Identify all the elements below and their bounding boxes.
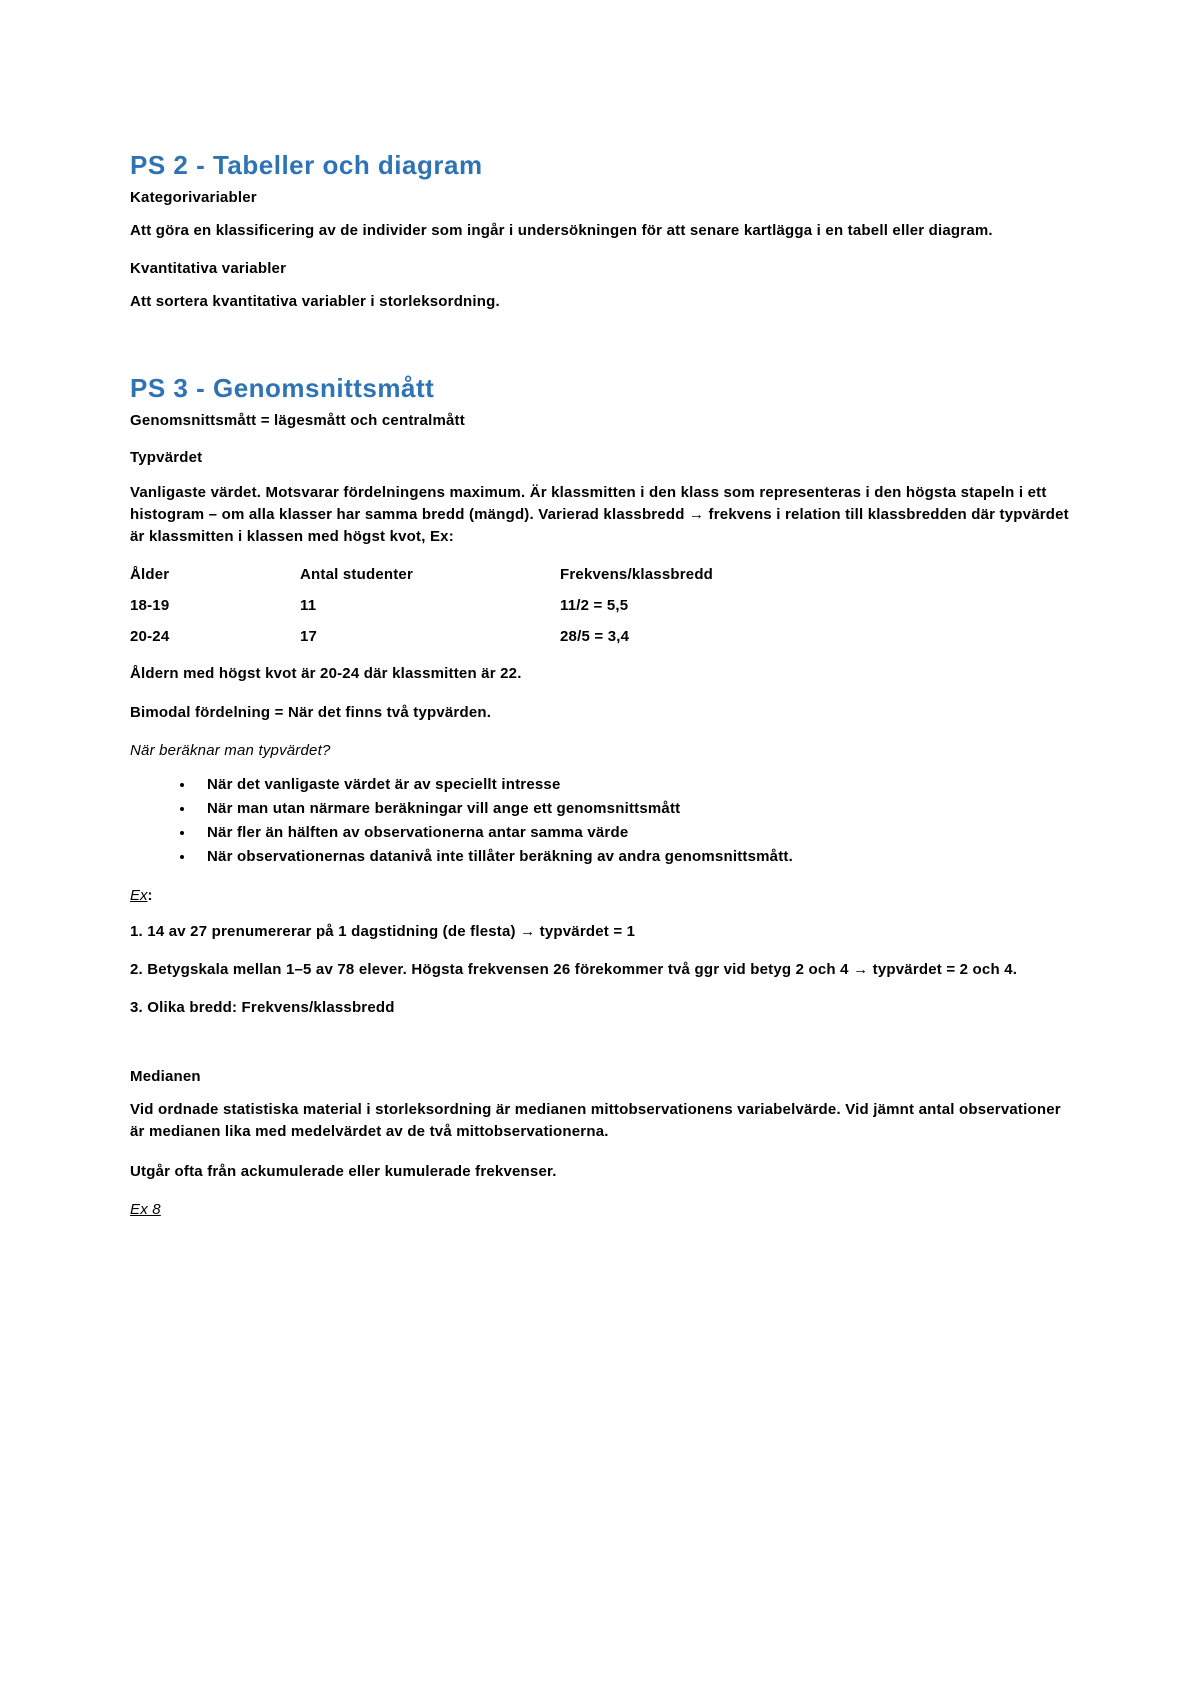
bullet-list: När det vanligaste värdet är av speciell… [130, 773, 1070, 869]
typvardet-label: Typvärdet [130, 447, 1070, 469]
after-table-text: Åldern med högst kvot är 20-24 där klass… [130, 663, 1070, 685]
document-page: PS 2 - Tabeller och diagram Kategorivari… [130, 150, 1070, 1218]
ps2-p2: Att sortera kvantitativa variabler i sto… [130, 291, 1070, 313]
list-item: När man utan närmare beräkningar vill an… [195, 797, 1070, 821]
th-alder: Ålder [130, 566, 300, 583]
td-r1c3: 11/2 = 5,5 [560, 597, 1070, 614]
median-label: Medianen [130, 1068, 1070, 1085]
table-row: 18-19 11 11/2 = 5,5 [130, 597, 1070, 614]
td-r1c2: 11 [300, 597, 560, 614]
ex-colon: : [148, 887, 153, 904]
when-question: När beräknar man typvärdet? [130, 742, 1070, 759]
td-r2c1: 20-24 [130, 628, 300, 645]
median-p1: Vid ordnade statistiska material i storl… [130, 1099, 1070, 1143]
td-r2c2: 17 [300, 628, 560, 645]
example-3: 3. Olika bredd: Frekvens/klassbredd [130, 997, 1070, 1019]
bimodal-text: Bimodal fördelning = När det finns två t… [130, 702, 1070, 724]
median-p2: Utgår ofta från ackumulerade eller kumul… [130, 1161, 1070, 1183]
table-row: 20-24 17 28/5 = 3,4 [130, 628, 1070, 645]
ps2-sub1: Kategorivariabler [130, 189, 1070, 206]
ps2-p1: Att göra en klassificering av de individ… [130, 220, 1070, 242]
ex-label-text: Ex [130, 887, 148, 904]
list-item: När det vanligaste värdet är av speciell… [195, 773, 1070, 797]
list-item: När fler än hälften av observationerna a… [195, 821, 1070, 845]
typvardet-desc: Vanligaste värdet. Motsvarar fördelninge… [130, 482, 1070, 547]
ps2-sub2: Kvantitativa variabler [130, 260, 1070, 277]
frequency-table: Ålder Antal studenter Frekvens/klassbred… [130, 566, 1070, 645]
table-header-row: Ålder Antal studenter Frekvens/klassbred… [130, 566, 1070, 583]
ps3-sub1: Genomsnittsmått = lägesmått och centralm… [130, 412, 1070, 429]
ex-label: Ex: [130, 887, 1070, 905]
th-antal: Antal studenter [300, 566, 560, 583]
ps2-heading: PS 2 - Tabeller och diagram [130, 150, 1070, 181]
example-2: 2. Betygskala mellan 1–5 av 78 elever. H… [130, 959, 1070, 981]
ps3-heading: PS 3 - Genomsnittsmått [130, 373, 1070, 404]
ex8-label: Ex 8 [130, 1201, 1070, 1218]
td-r2c3: 28/5 = 3,4 [560, 628, 1070, 645]
list-item: När observationernas datanivå inte tillå… [195, 845, 1070, 869]
td-r1c1: 18-19 [130, 597, 300, 614]
example-1: 1. 14 av 27 prenumererar på 1 dagstidnin… [130, 921, 1070, 943]
th-frekvens: Frekvens/klassbredd [560, 566, 1070, 583]
